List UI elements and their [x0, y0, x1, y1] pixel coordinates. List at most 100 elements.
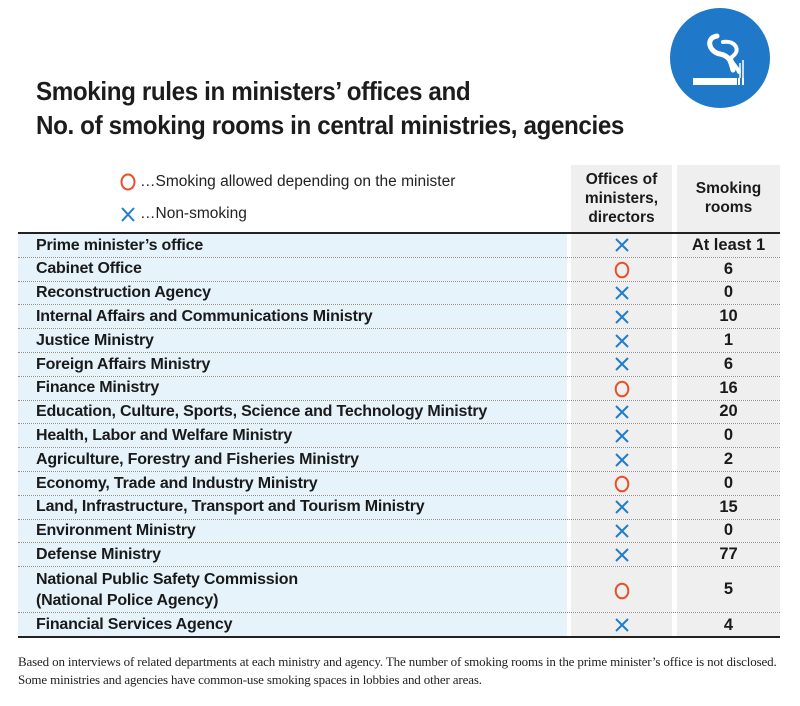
ministry-name: Foreign Affairs Ministry: [18, 352, 567, 376]
legend-item-cross: …Non-smoking: [120, 198, 455, 230]
ministry-name: Prime minister’s office: [18, 234, 567, 257]
ministry-name-line: National Public Safety Commission: [36, 570, 298, 588]
cross-icon: [614, 237, 630, 253]
circle-icon: [614, 475, 630, 493]
smoking-rooms-count: 16: [677, 376, 780, 400]
table-row: Prime minister’s office At least 1: [18, 234, 780, 258]
legend-item-circle: …Smoking allowed depending on the minist…: [120, 166, 455, 198]
office-rule-cell: [571, 543, 672, 567]
table-row: Education, Culture, Sports, Science and …: [18, 400, 780, 425]
circle-icon: [120, 173, 138, 191]
ministry-name: Internal Affairs and Communications Mini…: [18, 305, 567, 329]
column-gap: [567, 471, 571, 495]
smoking-rooms-count: 6: [677, 352, 780, 376]
table-row: Economy, Trade and Industry Ministry 0: [18, 471, 780, 496]
smoking-rooms-count: 10: [677, 305, 780, 329]
column-gap: [567, 234, 571, 257]
table-row: Financial Services Agency 4: [18, 613, 780, 637]
ministry-name: Economy, Trade and Industry Ministry: [18, 471, 567, 495]
column-gap: [672, 519, 677, 543]
office-rule-cell: [571, 257, 672, 281]
column-gap: [672, 329, 677, 352]
ministry-name: Financial Services Agency: [18, 613, 567, 637]
office-rule-cell: [571, 234, 672, 257]
office-rule-cell: [571, 495, 672, 519]
cross-icon: [614, 285, 630, 301]
column-gap: [567, 257, 571, 281]
cross-icon: [614, 617, 630, 633]
office-rule-cell: [571, 305, 672, 329]
ministry-name-line: (National Police Agency): [36, 591, 219, 609]
table-row: Reconstruction Agency 0: [18, 281, 780, 306]
table-row: Agriculture, Forestry and Fisheries Mini…: [18, 448, 780, 472]
circle-icon: [614, 582, 630, 599]
table-row: Finance Ministry 16: [18, 376, 780, 401]
column-gap: [567, 352, 571, 376]
column-gap: [672, 424, 677, 448]
cross-icon: [614, 404, 630, 420]
column-gap: [567, 495, 571, 519]
title-line-1: Smoking rules in ministers’ offices and: [36, 76, 471, 106]
smoking-rooms-count: 15: [677, 495, 780, 519]
cross-icon: [614, 523, 630, 539]
header-line: ministers,: [584, 190, 659, 207]
ministries-table: Prime minister’s office At least 1 Cabinet…: [18, 234, 780, 637]
smoking-rooms-count: 2: [677, 448, 780, 471]
column-gap: [672, 613, 677, 637]
column-gap: [567, 400, 571, 424]
cross-icon: [614, 309, 630, 325]
table-row: Environment Ministry 0: [18, 519, 780, 544]
column-gap: [672, 281, 677, 305]
cross-icon: [120, 205, 138, 223]
office-rule-cell: [571, 424, 672, 448]
cross-icon: [614, 356, 630, 372]
table-row: Defense Ministry 77: [18, 543, 780, 568]
column-gap: [567, 424, 571, 448]
header-line: rooms: [704, 199, 753, 216]
office-rule-cell: [571, 519, 672, 543]
ministry-name: Finance Ministry: [18, 376, 567, 400]
table-row: Cabinet Office 6: [18, 257, 780, 282]
column-gap: [672, 448, 677, 471]
office-rule-cell: [571, 613, 672, 637]
ministry-name: Reconstruction Agency: [18, 281, 567, 305]
column-gap: [672, 234, 677, 257]
smoking-rooms-count: 0: [677, 281, 780, 305]
cross-icon: [614, 428, 630, 444]
column-gap: [567, 281, 571, 305]
ministry-name: Cabinet Office: [18, 257, 567, 281]
column-gap: [567, 519, 571, 543]
column-gap: [672, 495, 677, 519]
table-row: Internal Affairs and Communications Mini…: [18, 305, 780, 330]
column-gap: [672, 567, 677, 613]
column-header-offices: Offices of ministers, directors: [571, 165, 672, 232]
page-title: Smoking rules in ministers’ offices and …: [36, 74, 624, 142]
column-gap: [567, 567, 571, 613]
column-gap: [567, 613, 571, 637]
title-line-2: No. of smoking rooms in central ministri…: [36, 110, 625, 140]
column-header-rooms: Smoking rooms: [677, 165, 780, 232]
cross-icon: [614, 452, 630, 468]
column-gap: [672, 543, 677, 567]
column-gap: [672, 400, 677, 424]
ministry-name: Agriculture, Forestry and Fisheries Mini…: [18, 448, 567, 471]
office-rule-cell: [571, 448, 672, 471]
circle-icon: [614, 261, 630, 279]
circle-icon: [614, 380, 630, 398]
column-gap: [567, 305, 571, 329]
smoking-rooms-count: 5: [677, 567, 780, 613]
column-gap: [672, 305, 677, 329]
table-row: Justice Ministry 1: [18, 329, 780, 353]
smoking-rooms-count: 0: [677, 424, 780, 448]
column-gap: [672, 471, 677, 495]
column-gap: [567, 376, 571, 400]
smoking-rooms-count: 4: [677, 613, 780, 637]
smoking-rooms-count: 20: [677, 400, 780, 424]
ministry-name: Environment Ministry: [18, 519, 567, 543]
office-rule-cell: [571, 471, 672, 495]
column-gap: [672, 376, 677, 400]
smoking-rooms-count: 1: [677, 329, 780, 352]
table-top-rule: [18, 232, 780, 234]
column-gap: [567, 329, 571, 352]
table-row: National Public Safety Commission (Nation…: [18, 567, 780, 614]
